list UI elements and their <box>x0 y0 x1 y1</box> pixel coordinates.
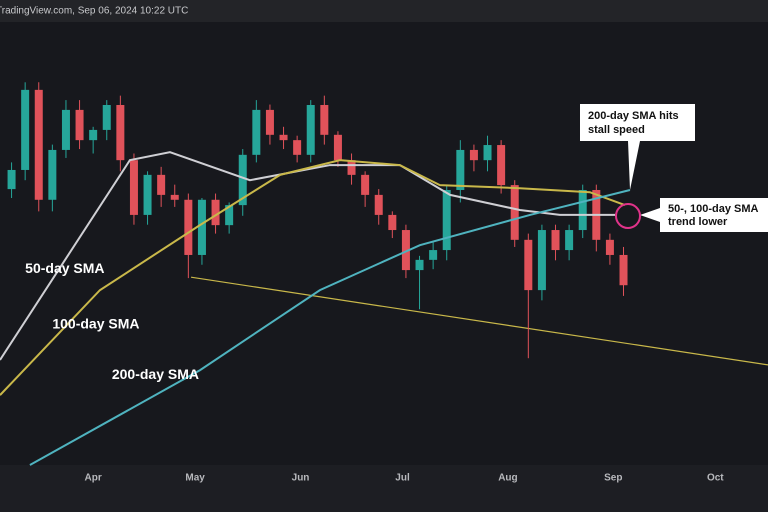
candle-body <box>442 189 451 251</box>
candle-body <box>34 89 43 200</box>
candle-body <box>497 145 506 186</box>
callout-text: stall speed <box>588 124 645 136</box>
candle-body <box>483 145 492 161</box>
header-bar <box>0 0 768 22</box>
candle-body <box>306 104 315 155</box>
candle-body <box>157 174 166 195</box>
candle-body <box>469 149 478 161</box>
candle-body <box>265 109 274 135</box>
sma-label: 50-day SMA <box>25 260 104 276</box>
candle-body <box>374 194 383 215</box>
candle-body <box>347 160 356 175</box>
candle-body <box>279 134 288 141</box>
candle-body <box>361 174 370 195</box>
candle-body <box>102 104 111 130</box>
candle-body <box>7 169 16 190</box>
candle-body <box>619 254 628 286</box>
candle-body <box>170 194 179 200</box>
callout-box <box>580 104 695 190</box>
x-tick-label: Jul <box>395 473 410 484</box>
candle-body <box>293 140 302 155</box>
candle-body <box>238 154 247 206</box>
x-tick-label: May <box>185 473 205 484</box>
candle-body <box>524 239 533 291</box>
trendline <box>190 276 768 366</box>
sma-label: 100-day SMA <box>52 316 139 332</box>
candle-body <box>75 109 84 141</box>
candle-body <box>429 250 438 260</box>
sma-label: 200-day SMA <box>112 366 199 382</box>
x-tick-label: Oct <box>707 473 724 484</box>
candle-body <box>21 89 30 170</box>
x-tick-label: Aug <box>498 473 517 484</box>
candle-body <box>184 199 193 255</box>
x-tick-label: Jun <box>292 473 310 484</box>
candle-body <box>456 149 465 190</box>
candle-body <box>605 239 614 255</box>
sma-line <box>0 159 626 396</box>
candle-body <box>129 160 138 215</box>
callout-text: trend lower <box>668 216 728 228</box>
candle-body <box>252 109 261 155</box>
callout-text: 200-day SMA hits <box>588 110 679 122</box>
candle-body <box>320 104 329 135</box>
plot: Apr May Jun Jul Aug Sep Oct 50-day SMA 100-day S… <box>0 82 768 484</box>
sma-line <box>29 189 631 466</box>
candle-body <box>225 205 234 226</box>
x-tick-label: Sep <box>604 473 622 484</box>
time-axis-bar <box>0 465 768 512</box>
candle-body <box>510 185 519 240</box>
candle-body <box>333 134 342 161</box>
header: TradingView.com, Sep 06, 2024 10:22 UTC <box>0 6 188 17</box>
callout-text: 50-, 100-day SMA <box>668 203 759 215</box>
candle-body <box>197 199 206 255</box>
x-tick-label: Apr <box>85 473 102 484</box>
candle-body <box>537 230 546 291</box>
callout-box <box>640 198 768 232</box>
candle-body <box>401 230 410 271</box>
candle-body <box>415 259 424 271</box>
candle-body <box>578 189 587 231</box>
candle-body <box>211 199 220 226</box>
candle-body <box>143 174 152 215</box>
candle-body <box>48 149 57 200</box>
candle-body <box>116 104 125 161</box>
candle-body <box>61 109 70 150</box>
candle-body <box>565 230 574 251</box>
candle-body <box>89 129 98 141</box>
highlight-circle <box>615 203 641 229</box>
candle-body <box>388 214 397 231</box>
candle-body <box>551 230 560 251</box>
